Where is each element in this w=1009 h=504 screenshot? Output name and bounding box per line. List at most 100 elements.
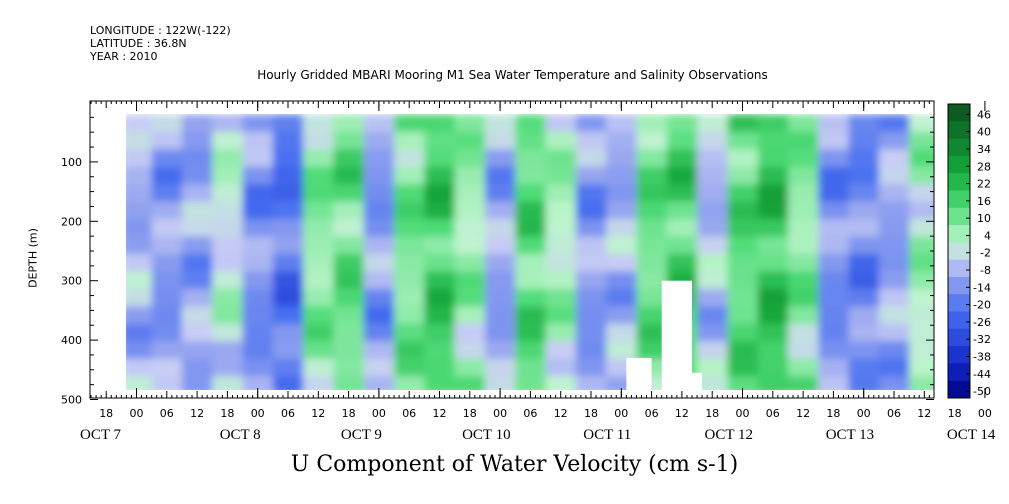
heatmap-cell [697, 271, 729, 290]
heatmap-cell [545, 271, 577, 290]
heatmap-cell [333, 323, 365, 343]
heatmap-cell [212, 341, 244, 360]
heatmap-cell [757, 166, 789, 186]
heatmap-cell [126, 271, 153, 290]
heatmap-cell [757, 114, 789, 133]
heatmap-cell [454, 288, 486, 308]
colorbar-label: 16 [977, 195, 991, 208]
heatmap-cell [636, 323, 668, 343]
heatmap-cell [303, 219, 335, 238]
heatmap-cell [848, 166, 880, 186]
heatmap-cell [303, 236, 335, 255]
heatmap-cell [636, 131, 668, 151]
heatmap-cell [697, 236, 729, 255]
x-tick-label: 06 [281, 407, 295, 420]
heatmap-cell [424, 376, 456, 390]
heatmap-cell [126, 184, 153, 203]
heatmap-cell [394, 219, 426, 238]
colorbar-swatch [948, 225, 970, 243]
heatmap-cell [727, 306, 759, 325]
heatmap-cell [545, 341, 577, 360]
heatmap-cell [606, 323, 638, 343]
heatmap-cell [575, 184, 608, 203]
colorbar-swatch [948, 121, 970, 140]
heatmap-cell [727, 236, 759, 255]
heatmap-cell [394, 236, 426, 255]
heatmap-cell [181, 253, 214, 273]
heatmap-cell [394, 166, 426, 186]
heatmap-cell [242, 114, 274, 133]
heatmap-cell [303, 114, 335, 133]
heatmap-cell [212, 253, 244, 273]
heatmap-cell [727, 149, 759, 168]
heatmap-cell [727, 131, 759, 151]
colorbar-label: 40 [977, 126, 991, 139]
heatmap-cell [212, 358, 244, 378]
heatmap-cell [424, 166, 456, 186]
heatmap-cell [575, 376, 608, 390]
heatmap-cell [606, 114, 638, 133]
heatmap-cell [787, 271, 820, 290]
heatmap-cell [126, 149, 153, 168]
heatmap-cell [1000, 219, 1009, 237]
x-tick-label: 00 [372, 407, 386, 420]
missing-data-gaps [626, 280, 703, 394]
heatmap-cell [272, 376, 305, 390]
x-tick-label: 06 [887, 407, 901, 420]
x-day-label: OCT 8 [220, 427, 261, 443]
colorbar-swatch [948, 328, 970, 347]
heatmap-cell [181, 166, 214, 186]
heatmap-cell [848, 131, 880, 151]
heatmap-cell [757, 131, 789, 151]
heatmap-cell [515, 219, 547, 238]
heatmap-cell [126, 236, 153, 255]
heatmap-cell [727, 358, 759, 378]
heatmap-cell [848, 219, 880, 238]
heatmap-cell [787, 149, 820, 168]
heatmap-cell [394, 114, 426, 133]
heatmap-cell [424, 184, 456, 203]
heatmap-cell [424, 358, 456, 378]
heatmap-cell [878, 201, 911, 221]
y-tick-label: 100 [61, 156, 82, 169]
colorbar-label: -26 [973, 316, 991, 329]
heatmap-cell [424, 288, 456, 308]
x-tick-label: 18 [948, 407, 962, 420]
heatmap-cell [666, 184, 699, 203]
x-tick-label: 06 [766, 407, 780, 420]
heatmap-cell [333, 253, 365, 273]
x-tick-label: 00 [251, 407, 265, 420]
heatmap-cell [363, 166, 396, 186]
heatmap-cell [272, 323, 305, 343]
heatmap-cell [575, 253, 608, 273]
heatmap-cell [636, 114, 668, 133]
heatmap-cell [242, 166, 274, 186]
heatmap-cell [697, 376, 729, 390]
heatmap-cell [848, 306, 880, 325]
x-day-label: OCT 11 [583, 427, 631, 443]
heatmap-cell [878, 219, 911, 238]
heatmap-cell [394, 341, 426, 360]
colorbar-label: 28 [977, 160, 991, 173]
heatmap-cell [363, 358, 396, 378]
heatmap-cell [909, 376, 934, 390]
heatmap-cell [424, 219, 456, 238]
heatmap-cell [575, 201, 608, 221]
heatmap-cell [757, 149, 789, 168]
heatmap-cell [272, 219, 305, 238]
heatmap-cell [242, 323, 274, 343]
heatmap-cell [151, 166, 183, 186]
heatmap-cell [818, 114, 850, 133]
heatmap-cell [878, 253, 911, 273]
heatmap-cell [909, 131, 934, 151]
heatmap-cell [454, 306, 486, 325]
heatmap-cell [878, 166, 911, 186]
heatmap-cell [636, 306, 668, 325]
heatmap-cell [484, 219, 517, 238]
heatmap-cell [727, 376, 759, 390]
x-tick-label: 18 [99, 407, 113, 420]
x-tick-label: 12 [554, 407, 568, 420]
heatmap-cell [818, 323, 850, 343]
heatmap-cell [424, 114, 456, 133]
heatmap-cell [697, 358, 729, 378]
